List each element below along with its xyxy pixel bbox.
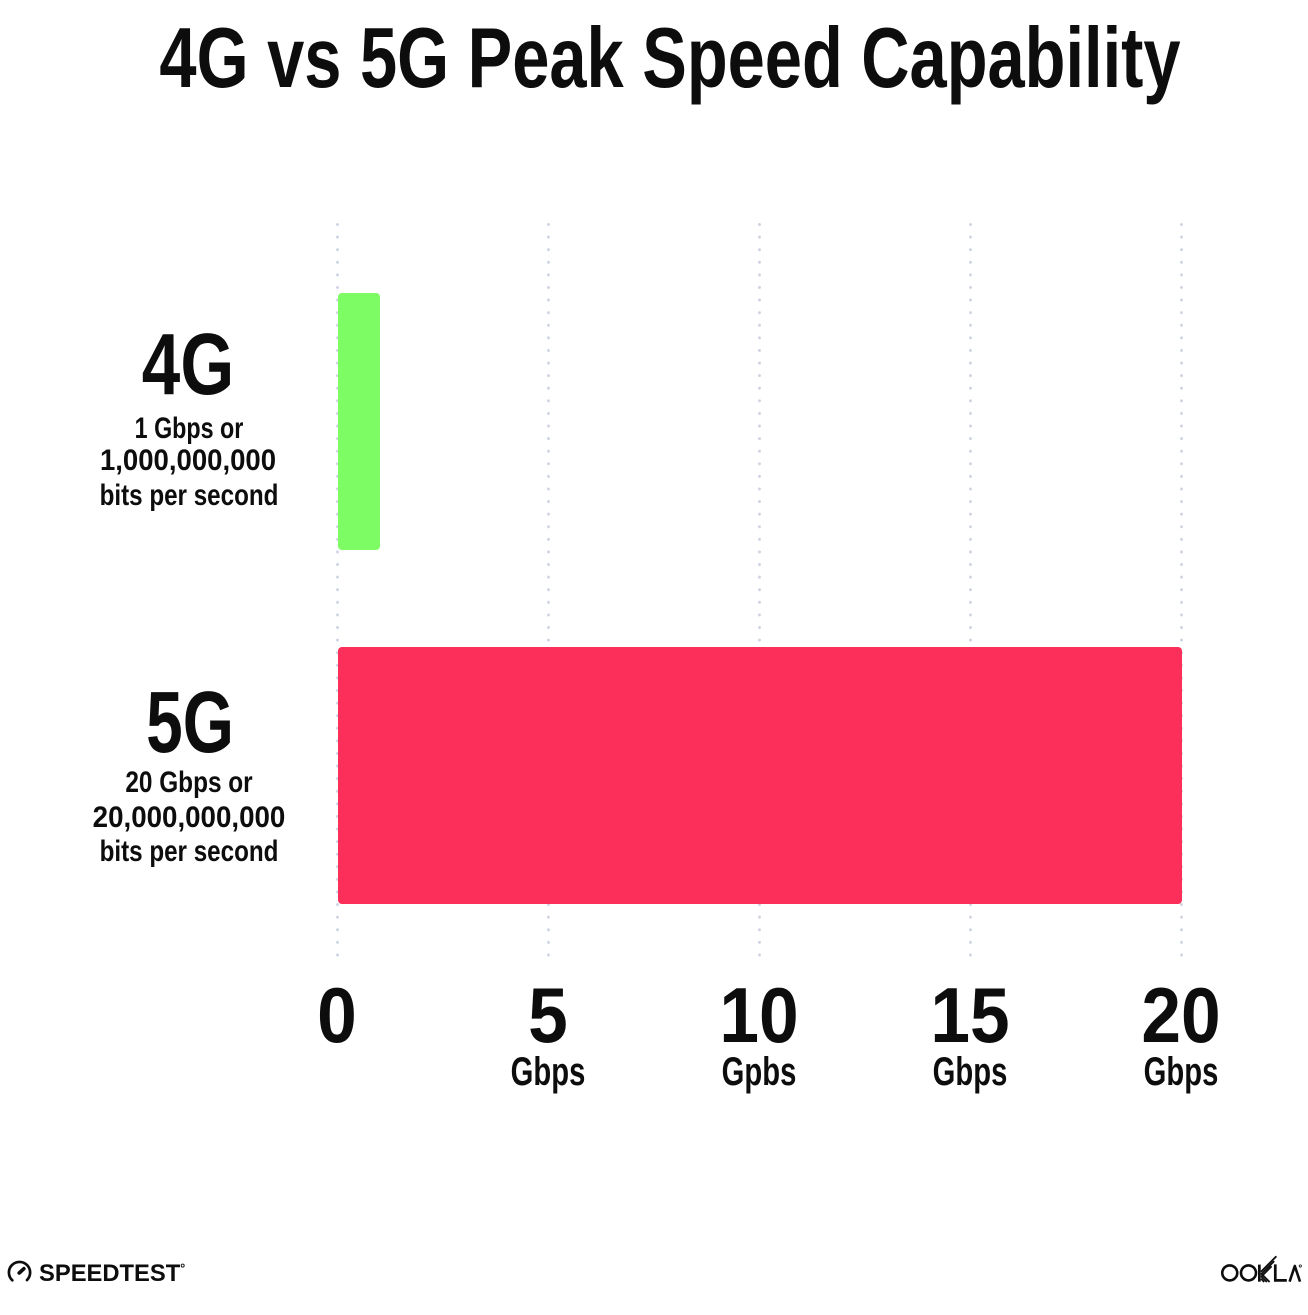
svg-text:SPEEDTEST: SPEEDTEST <box>39 1259 181 1286</box>
